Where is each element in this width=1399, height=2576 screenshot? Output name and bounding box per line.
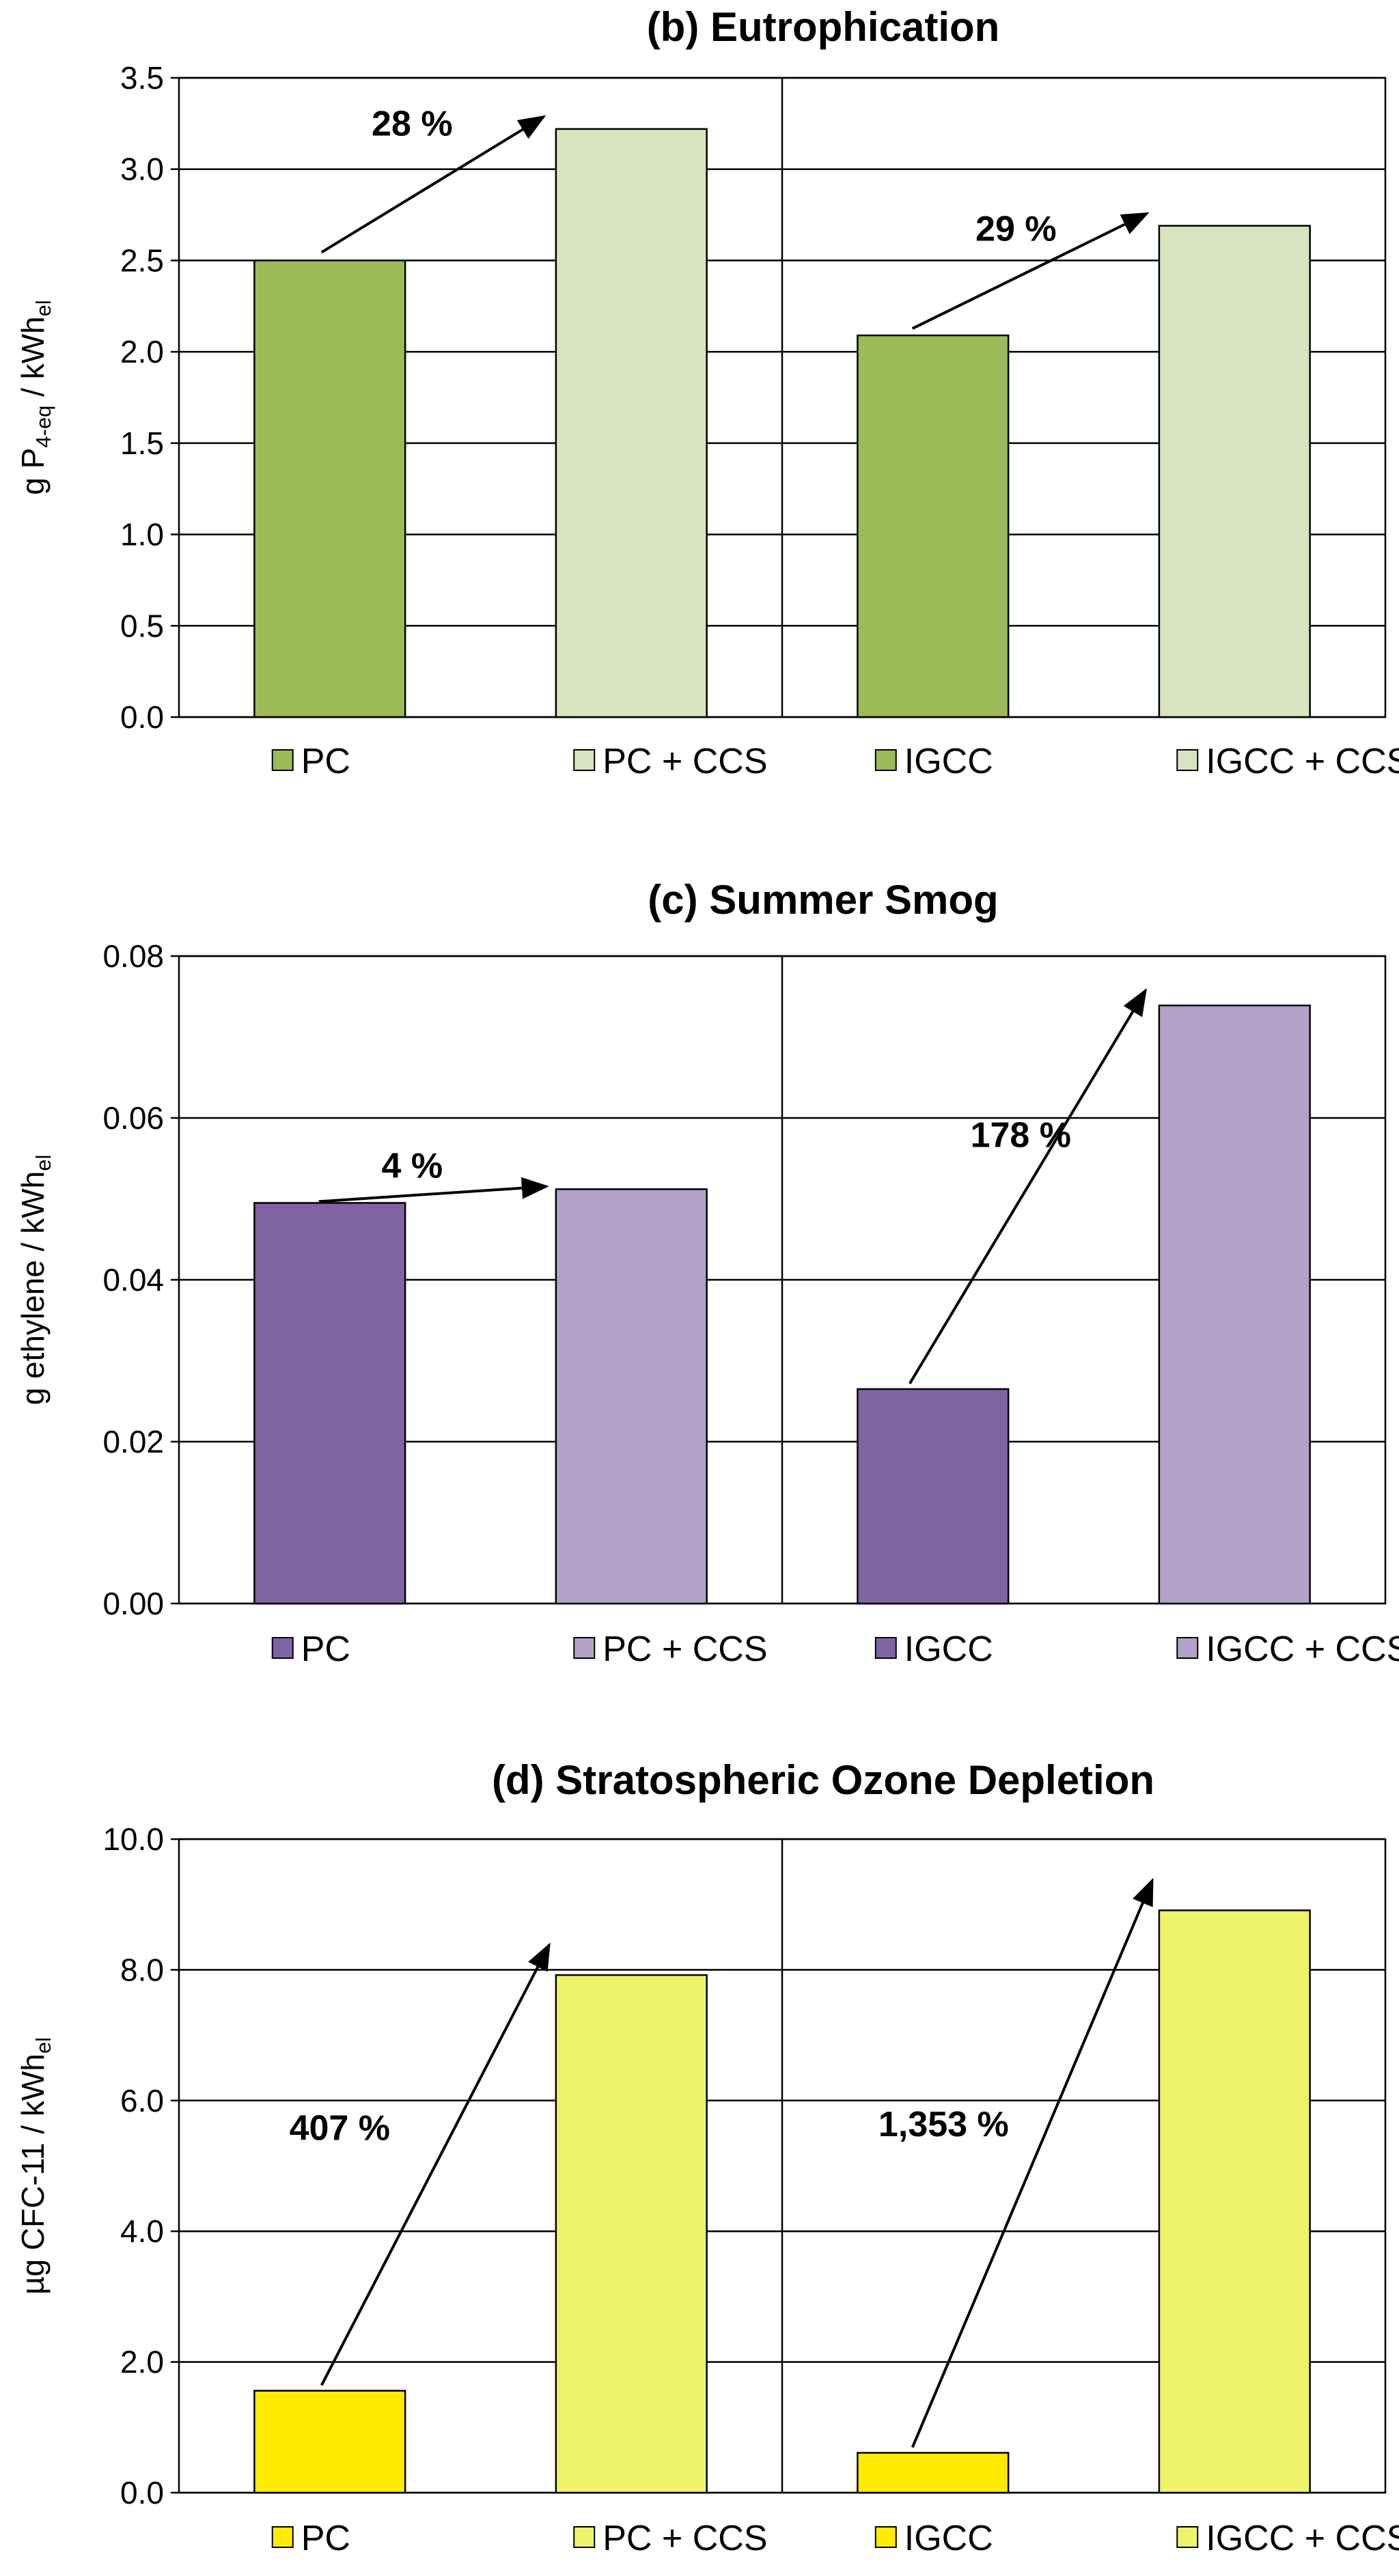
change-label: 407 % bbox=[290, 2108, 390, 2148]
legend-swatch bbox=[1176, 1637, 1199, 1659]
bar-igcc bbox=[857, 1388, 1010, 1605]
y-tick-label: 0.08 bbox=[102, 938, 164, 974]
change-arrow bbox=[320, 115, 546, 254]
y-tick-label: 2.5 bbox=[120, 242, 164, 278]
chart-b-eutrophication: (b) Eutrophication 0.0 0.5 1.0 1.5 2.0 2.5 3.0 3… bbox=[15, 4, 1399, 781]
chart-c-summer-smog: (c) Summer Smog 0.00 0.02 0.04 0.06 0.08 4 % 17… bbox=[15, 877, 1399, 1669]
y-tick-label: 0.02 bbox=[102, 1424, 164, 1459]
y-tick-label: 3.0 bbox=[120, 152, 164, 187]
bar-pc bbox=[253, 1202, 406, 1605]
y-tick-label: 1.0 bbox=[120, 517, 164, 552]
legend-swatch bbox=[1176, 2526, 1199, 2548]
y-tick-label: 6.0 bbox=[120, 2083, 164, 2118]
chart-title: (c) Summer Smog bbox=[648, 877, 998, 923]
legend-label-igcc: IGCC bbox=[904, 2519, 993, 2558]
legend: PC PC + CCS IGCC IGCC + CCS bbox=[271, 2519, 1399, 2558]
chart-title: (b) Eutrophication bbox=[647, 4, 1000, 50]
change-label: 28 % bbox=[372, 104, 453, 144]
y-tick-label: 3.5 bbox=[120, 60, 164, 96]
legend-label-igcc: IGCC bbox=[904, 742, 993, 781]
legend-swatch bbox=[573, 1637, 596, 1659]
y-axis-label: µg CFC-11 / kWhel bbox=[15, 2037, 55, 2295]
legend-swatch bbox=[874, 749, 897, 771]
legend-swatch bbox=[573, 749, 596, 771]
change-arrow bbox=[320, 1942, 551, 2386]
change-arrow bbox=[911, 1877, 1154, 2448]
legend-swatch bbox=[271, 749, 294, 771]
legend: PC PC + CCS IGCC IGCC + CCS bbox=[271, 1629, 1399, 1669]
legend-label-igcc: IGCC bbox=[904, 1629, 993, 1669]
change-label: 1,353 % bbox=[878, 2105, 1009, 2144]
legend-swatch bbox=[271, 1637, 294, 1659]
y-tick-label: 4.0 bbox=[120, 2213, 164, 2249]
bar-igcc-ccs bbox=[1158, 1005, 1311, 1605]
y-tick-label: 0.04 bbox=[102, 1262, 164, 1298]
legend-label-pc: PC bbox=[301, 1629, 350, 1669]
legend-label-pc: PC bbox=[301, 2519, 350, 2558]
legend-swatch bbox=[1176, 749, 1199, 771]
legend-swatch bbox=[874, 1637, 897, 1659]
bar-igcc-ccs bbox=[1158, 1909, 1311, 2494]
y-tick-label: 0.5 bbox=[120, 608, 164, 643]
legend-label-igcc-ccs: IGCC + CCS bbox=[1206, 742, 1399, 781]
change-arrow bbox=[909, 988, 1147, 1385]
bar-pc-ccs bbox=[555, 1974, 708, 2494]
legend-label-pc-ccs: PC + CCS bbox=[602, 742, 767, 781]
y-tick-label: 2.0 bbox=[120, 334, 164, 369]
y-axis-label: g P4-eq / kWhel bbox=[15, 300, 55, 495]
bar-pc-ccs bbox=[555, 1188, 708, 1605]
y-tick-label: 0.06 bbox=[102, 1100, 164, 1136]
chart-d-stratospheric-ozone-depletion: (d) Stratospheric Ozone Depletion 0.0 2.0 4… bbox=[15, 1757, 1399, 2558]
y-tick-label: 10.0 bbox=[102, 1821, 164, 1857]
bar-pc bbox=[253, 260, 406, 718]
legend-label-igcc-ccs: IGCC + CCS bbox=[1206, 1629, 1399, 1669]
change-label: 29 % bbox=[975, 210, 1057, 249]
legend-swatch bbox=[573, 2526, 596, 2548]
bar-igcc-ccs bbox=[1158, 225, 1311, 718]
bar-pc-ccs bbox=[555, 128, 708, 718]
y-tick-label: 0.0 bbox=[120, 699, 164, 735]
change-arrow bbox=[318, 1177, 549, 1203]
y-tick-label: 1.5 bbox=[120, 425, 164, 461]
y-tick-label: 2.0 bbox=[120, 2344, 164, 2380]
bar-pc bbox=[253, 2390, 406, 2494]
y-axis-label: g ethylene / kWhel bbox=[15, 1155, 55, 1405]
change-label: 178 % bbox=[971, 1116, 1071, 1156]
y-tick-label: 0.00 bbox=[102, 1586, 164, 1621]
legend-swatch bbox=[271, 2526, 294, 2548]
legend: PC PC + CCS IGCC IGCC + CCS bbox=[271, 742, 1399, 781]
y-tick-label: 0.0 bbox=[120, 2475, 164, 2510]
y-tick-label: 8.0 bbox=[120, 1952, 164, 1987]
change-label: 4 % bbox=[382, 1146, 443, 1186]
legend-label-pc-ccs: PC + CCS bbox=[602, 1629, 767, 1669]
change-arrow bbox=[911, 212, 1150, 330]
legend-label-pc-ccs: PC + CCS bbox=[602, 2519, 767, 2558]
legend-swatch bbox=[874, 2526, 897, 2548]
bar-igcc bbox=[857, 334, 1010, 718]
chart-title: (d) Stratospheric Ozone Depletion bbox=[492, 1757, 1154, 1803]
legend-label-igcc-ccs: IGCC + CCS bbox=[1206, 2519, 1399, 2558]
legend-label-pc: PC bbox=[301, 742, 350, 781]
bar-igcc bbox=[857, 2452, 1010, 2494]
